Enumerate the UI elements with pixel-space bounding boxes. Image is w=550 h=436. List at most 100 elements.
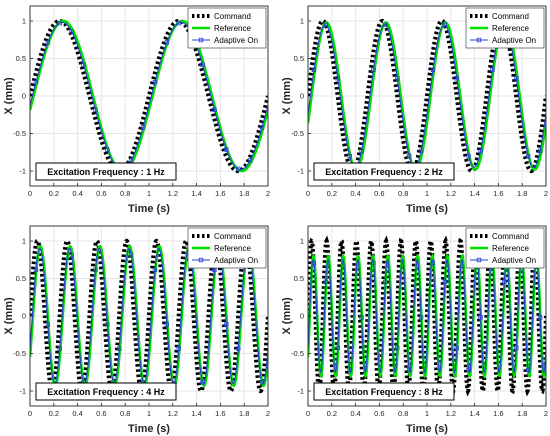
series-marker (323, 279, 329, 285)
x-axis-label: Time (s) (128, 203, 170, 215)
series-marker (105, 322, 110, 327)
legend-label: Command (214, 232, 251, 241)
legend: Command Reference Adaptive On (187, 7, 267, 49)
series-marker (212, 107, 217, 112)
series-marker (164, 322, 170, 327)
y-tick-label: -0.5 (291, 129, 304, 138)
series-marker (69, 252, 74, 258)
y-tick-label: 0.5 (294, 54, 304, 63)
y-tick-label: 0 (22, 312, 26, 321)
x-tick-label: 1.2 (168, 189, 178, 198)
legend-label: Reference (214, 24, 251, 33)
y-tick-label: -1 (297, 167, 304, 176)
series-marker (454, 345, 459, 351)
y-tick-label: 1 (22, 237, 26, 246)
legend-label: Adaptive On (492, 256, 536, 265)
series-marker (466, 153, 471, 159)
series-marker (140, 125, 146, 130)
x-tick-label: 1.6 (493, 409, 503, 418)
x-tick-label: 1 (425, 189, 429, 198)
annotation-box (35, 382, 177, 401)
x-tick-label: 1.8 (517, 189, 527, 198)
x-tick-label: 0.2 (327, 189, 337, 198)
x-tick-label: 0 (306, 189, 310, 198)
x-tick-label: 0.8 (120, 189, 130, 198)
chart-panel-3: 0 0.2 0.4 0.6 0.8 1 1.2 1.4 1.6 1.8 2 1 0.5 0 -0.5 -1 Ti… (3, 225, 270, 435)
series-marker (57, 20, 62, 26)
x-tick-label: 0.6 (96, 189, 106, 198)
series-marker (93, 267, 98, 272)
series-marker (466, 367, 471, 373)
legend-label: Reference (492, 24, 529, 33)
series-marker (45, 322, 51, 327)
x-tick-label: 0.2 (49, 409, 59, 418)
legend-label: Adaptive On (214, 36, 258, 45)
series-marker (525, 153, 531, 159)
series-marker (33, 80, 39, 85)
series-marker (45, 40, 51, 45)
legend-label: Reference (214, 244, 251, 253)
series-marker (347, 367, 352, 373)
y-tick-label: 1 (22, 17, 26, 26)
series-marker (383, 279, 388, 285)
legend-marker (198, 257, 204, 263)
series-marker (537, 148, 543, 154)
series-marker (478, 148, 483, 154)
x-tick-label: 0.4 (350, 189, 360, 198)
x-tick-label: 1.4 (469, 189, 479, 198)
series-marker (117, 346, 122, 351)
x-tick-label: 0.8 (398, 409, 408, 418)
y-axis-label: X (mm) (3, 297, 15, 335)
x-tick-label: 0.8 (120, 409, 130, 418)
x-tick-label: 0 (28, 409, 32, 418)
series-marker (514, 345, 519, 351)
x-tick-label: 0.2 (327, 409, 337, 418)
series-marker (200, 62, 205, 67)
x-tick-label: 1.2 (446, 189, 456, 198)
chart-panel-2: 0 0.2 0.4 0.6 0.8 1 1.2 1.4 1.6 1.8 2 1 0.5 0 -0.5 -1 Ti… (281, 5, 548, 215)
annotation-box (313, 162, 455, 181)
annotation-text: Excitation Frequency : 4 Hz (47, 387, 165, 397)
chart-panel-1: 0 0.2 0.4 0.6 0.8 1 1.2 1.4 1.6 1.8 2 1 0.5 0 -0.5 -1 Ti… (3, 5, 270, 215)
legend-label: Command (214, 12, 251, 21)
series-marker (430, 260, 436, 266)
series-marker (69, 29, 74, 34)
x-tick-label: 1.2 (168, 409, 178, 418)
x-tick-label: 1 (147, 189, 151, 198)
series-marker (105, 147, 110, 152)
x-tick-label: 2 (266, 409, 270, 418)
annotation-box (35, 162, 177, 181)
x-tick-label: 1.8 (239, 189, 249, 198)
y-axis-label: X (mm) (3, 77, 15, 115)
x-axis-label: Time (s) (128, 423, 170, 435)
annotation-text: Excitation Frequency : 8 Hz (325, 387, 443, 397)
legend-label: Command (492, 12, 529, 21)
x-tick-label: 0.4 (72, 409, 82, 418)
series-line-reference (30, 19, 268, 173)
y-tick-label: 0 (300, 312, 304, 321)
y-tick-label: 0 (300, 92, 304, 101)
x-tick-label: 0.6 (374, 189, 384, 198)
series-marker (454, 76, 459, 81)
series-marker (93, 107, 98, 112)
x-tick-label: 1.4 (469, 409, 479, 418)
series-marker (33, 267, 39, 272)
series-line-command (308, 18, 546, 174)
x-tick-label: 0.4 (72, 189, 82, 198)
x-tick-label: 1.8 (517, 409, 527, 418)
y-axis-label: X (mm) (281, 77, 293, 115)
series-marker (224, 147, 229, 152)
series-marker (57, 346, 62, 351)
y-tick-label: 0.5 (16, 54, 26, 63)
y-tick-label: -1 (19, 387, 26, 396)
x-tick-label: 1.8 (239, 409, 249, 418)
annotation-text: Excitation Frequency : 1 Hz (47, 167, 165, 177)
legend-label: Adaptive On (214, 256, 258, 265)
series-marker (430, 67, 436, 72)
x-tick-label: 0.8 (398, 189, 408, 198)
x-tick-label: 2 (544, 189, 548, 198)
series-marker (247, 158, 253, 163)
series-marker (395, 345, 400, 351)
x-tick-label: 0 (28, 189, 32, 198)
y-tick-label: 0 (22, 92, 26, 101)
